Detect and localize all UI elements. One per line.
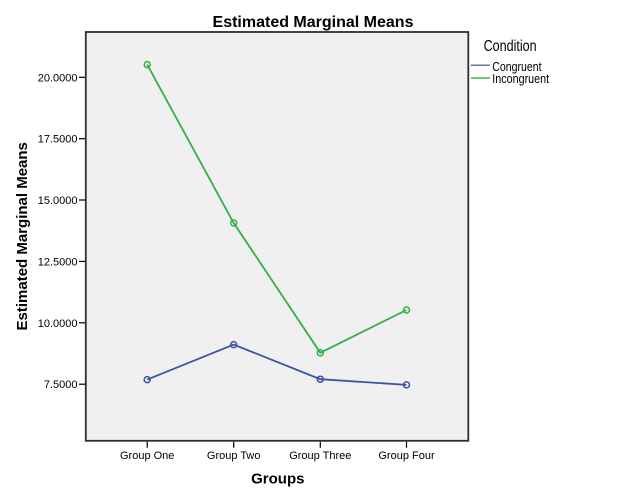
svg-text:Groups: Groups — [251, 471, 304, 488]
svg-text:Estimated Marginal Means: Estimated Marginal Means — [213, 14, 414, 31]
svg-text:17.5000: 17.5000 — [38, 134, 78, 146]
svg-text:Congruent: Congruent — [492, 59, 542, 74]
svg-text:Group Four: Group Four — [378, 450, 435, 462]
svg-text:Estimated Marginal Means: Estimated Marginal Means — [14, 142, 31, 330]
svg-text:Group Two: Group Two — [207, 450, 261, 462]
svg-text:7.5000: 7.5000 — [44, 379, 78, 391]
svg-text:12.5000: 12.5000 — [38, 256, 78, 268]
svg-text:Group One: Group One — [120, 450, 174, 462]
svg-text:Group Three: Group Three — [289, 450, 351, 462]
svg-text:20.0000: 20.0000 — [38, 72, 78, 84]
svg-text:10.0000: 10.0000 — [38, 318, 78, 330]
svg-text:Condition: Condition — [484, 38, 537, 55]
svg-text:Incongruent: Incongruent — [492, 71, 549, 86]
svg-text:15.0000: 15.0000 — [38, 195, 78, 207]
